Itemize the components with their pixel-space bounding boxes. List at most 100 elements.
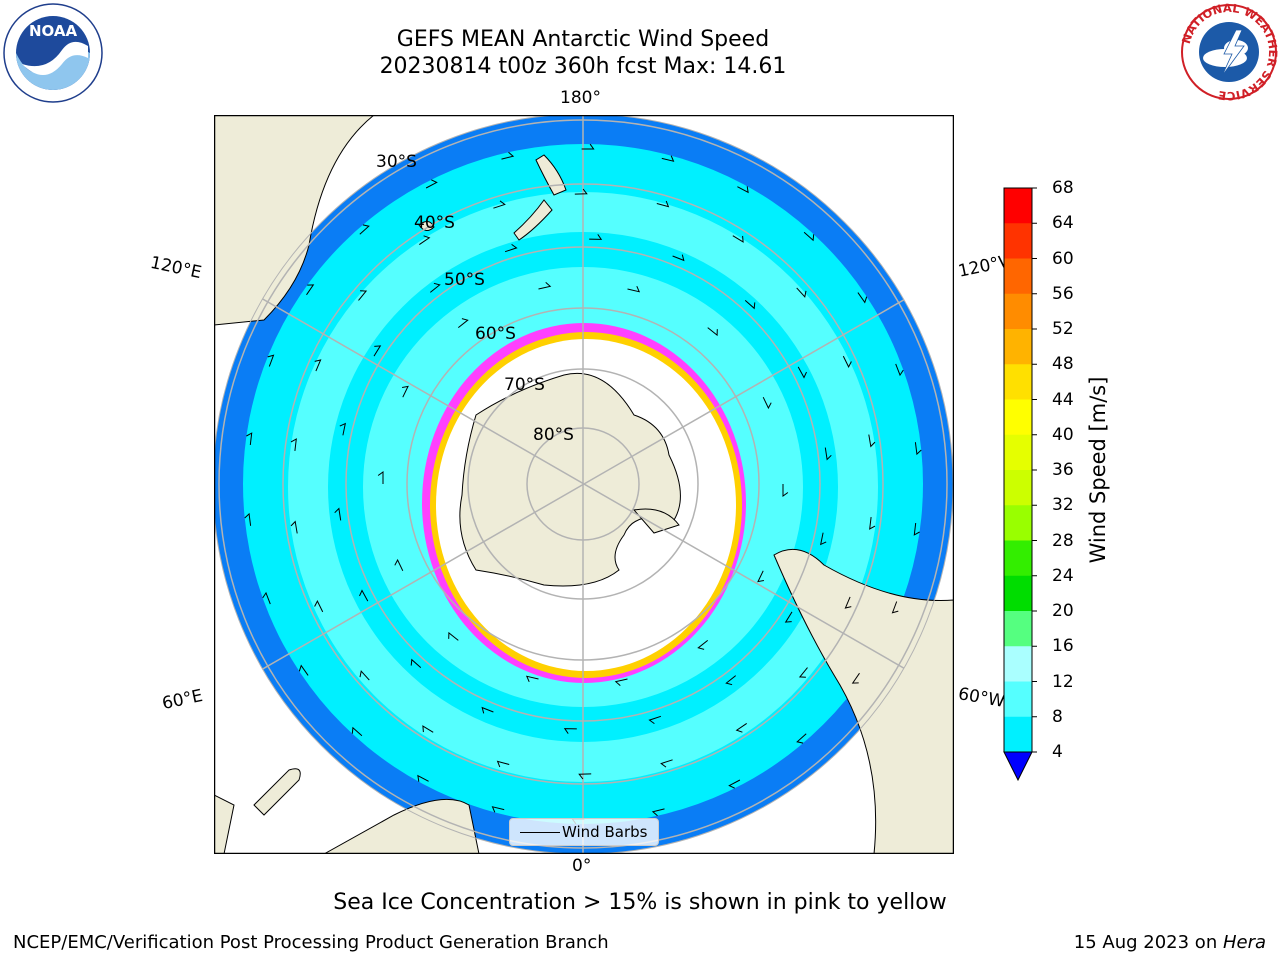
- wind-barb: [410, 658, 422, 668]
- wind-barb: [429, 282, 441, 293]
- nws-logo: NATIONAL WEATHER SERVICE: [1179, 2, 1280, 102]
- lon-label-0: 0°: [572, 856, 592, 876]
- wind-barb: [491, 806, 505, 813]
- polar-map: Wind Barbs: [214, 115, 954, 854]
- colorbar-tick-label: 32: [1052, 495, 1074, 516]
- wind-barb: [359, 670, 370, 681]
- wind-barb: [672, 254, 685, 262]
- wind-barb: [798, 667, 808, 678]
- wind-barb: [419, 235, 431, 246]
- wind-barb: [661, 155, 675, 162]
- lat-label-50s: 50°S: [444, 270, 485, 290]
- wind-barb: [417, 774, 429, 782]
- wind-barb: [728, 779, 741, 789]
- wind-barb: [290, 438, 297, 451]
- map-border: [214, 115, 954, 854]
- wind-barb: [298, 664, 309, 676]
- wind-barb: [457, 318, 469, 328]
- wind-barb: [784, 611, 793, 623]
- colorbar-segment: [1004, 575, 1032, 612]
- wind-barb: [267, 354, 275, 367]
- colorbar-segment: [1004, 611, 1032, 647]
- wind-barb: [563, 728, 577, 734]
- wind-barb: [574, 188, 588, 195]
- wind-barb: [496, 760, 510, 768]
- wind-barb: [725, 675, 737, 686]
- wind-barb: [351, 726, 363, 737]
- wind-barb: [538, 282, 552, 290]
- wind-barb: [844, 596, 852, 609]
- colorbar-segment: [1004, 329, 1032, 365]
- wind-barb: [660, 759, 673, 768]
- wind-barb: [504, 243, 518, 253]
- wind-barb: [525, 675, 539, 682]
- wind-barb: [851, 672, 860, 684]
- land-africa-tip: [214, 794, 235, 854]
- lat-label-60s: 60°S: [475, 324, 516, 344]
- colorbar-tick-label: 48: [1052, 354, 1074, 375]
- land-madagascar: [253, 768, 301, 816]
- colorbar-segment: [1004, 470, 1032, 506]
- wind-barb: [796, 287, 807, 298]
- colorbar-segment: [1004, 364, 1032, 400]
- lat-label-80s: 80°S: [533, 425, 574, 445]
- wind-barb: [757, 570, 764, 583]
- colorbar-tick-label: 16: [1052, 636, 1074, 657]
- colorbar-tick-label: 28: [1052, 530, 1074, 551]
- wind-barb: [481, 706, 494, 714]
- wind-barb: [782, 484, 789, 497]
- wind-barb: [425, 179, 438, 189]
- wind-barb: [359, 589, 369, 602]
- lat-label-30s: 30°S: [376, 152, 417, 172]
- wind-barb: [735, 722, 747, 733]
- wind-barb: [589, 234, 603, 240]
- wind-barb: [656, 200, 670, 208]
- wind-barb: [402, 385, 409, 398]
- wind-barb: [842, 355, 852, 369]
- colorbar-segment: [1004, 188, 1032, 224]
- wind-barb: [869, 517, 876, 530]
- colorbar-segment: [1004, 399, 1032, 436]
- colorbar-tick-label: 4: [1052, 742, 1063, 762]
- wind-barb: [762, 396, 772, 410]
- lat-label-70s: 70°S: [504, 375, 545, 395]
- wind-barb: [306, 284, 315, 296]
- legend-barb-line: [520, 832, 560, 833]
- lon-label-60e: 60°E: [160, 685, 205, 715]
- wind-barb: [422, 725, 434, 733]
- sea-ice-note: Sea Ice Concentration > 15% is shown in …: [333, 890, 947, 915]
- colorbar-tick-label: 68: [1052, 178, 1074, 198]
- colorbar-segment: [1004, 505, 1032, 541]
- colorbar-segment: [1004, 293, 1032, 330]
- colorbar-tick-label: 44: [1052, 389, 1074, 410]
- colorbar-tick-label: 60: [1052, 248, 1074, 269]
- wind-barb: [290, 520, 298, 534]
- lon-label-120e: 120°E: [148, 252, 204, 284]
- wind-barb: [648, 715, 662, 725]
- colorbar-tick-label: 24: [1052, 565, 1074, 586]
- colorbar-segment: [1004, 434, 1032, 471]
- legend-label: Wind Barbs: [562, 823, 648, 841]
- lon-label-180: 180°: [560, 88, 601, 108]
- graticule: [214, 115, 953, 854]
- wind-barb: [334, 507, 342, 521]
- wind-barb: [614, 678, 628, 686]
- wind-barb: [891, 601, 899, 614]
- wind-barb: [448, 631, 459, 641]
- colorbar-label: Wind Speed [m/s]: [1086, 376, 1110, 564]
- wind-barb: [581, 143, 595, 150]
- wind-barb: [914, 442, 922, 456]
- chart-subtitle: 20230814 t00z 360h fcst Max: 14.61: [379, 54, 787, 79]
- wind-barb: [339, 422, 346, 436]
- wind-barb: [857, 292, 868, 304]
- credit-host: Hera: [1222, 932, 1266, 953]
- colorbar-segment: [1004, 716, 1032, 753]
- wind-barb: [578, 773, 592, 780]
- wind-barb: [314, 599, 324, 613]
- wind-barb: [244, 512, 252, 526]
- wind-barb: [262, 591, 271, 605]
- credit-branch: NCEP/EMC/Verification Post Processing Pr…: [13, 932, 609, 953]
- wind-barb: [697, 640, 709, 650]
- wind-barb: [373, 345, 382, 357]
- wind-barb: [868, 434, 876, 448]
